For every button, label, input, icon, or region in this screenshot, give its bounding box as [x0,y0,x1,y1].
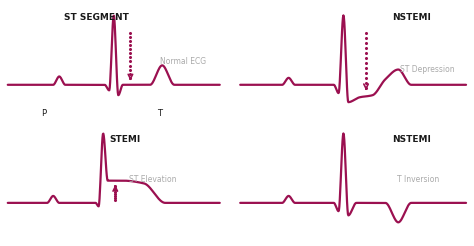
Text: ST SEGMENT: ST SEGMENT [64,13,129,22]
Text: T: T [157,109,162,118]
Text: Normal ECG: Normal ECG [161,57,207,66]
Text: NSTEMI: NSTEMI [392,13,431,22]
Text: STEMI: STEMI [109,135,140,144]
Text: P: P [41,109,46,118]
Text: ST Elevation: ST Elevation [129,175,177,184]
Text: NSTEMI: NSTEMI [392,135,431,144]
Text: T Inversion: T Inversion [397,175,439,184]
Text: ST Depression: ST Depression [400,65,455,74]
